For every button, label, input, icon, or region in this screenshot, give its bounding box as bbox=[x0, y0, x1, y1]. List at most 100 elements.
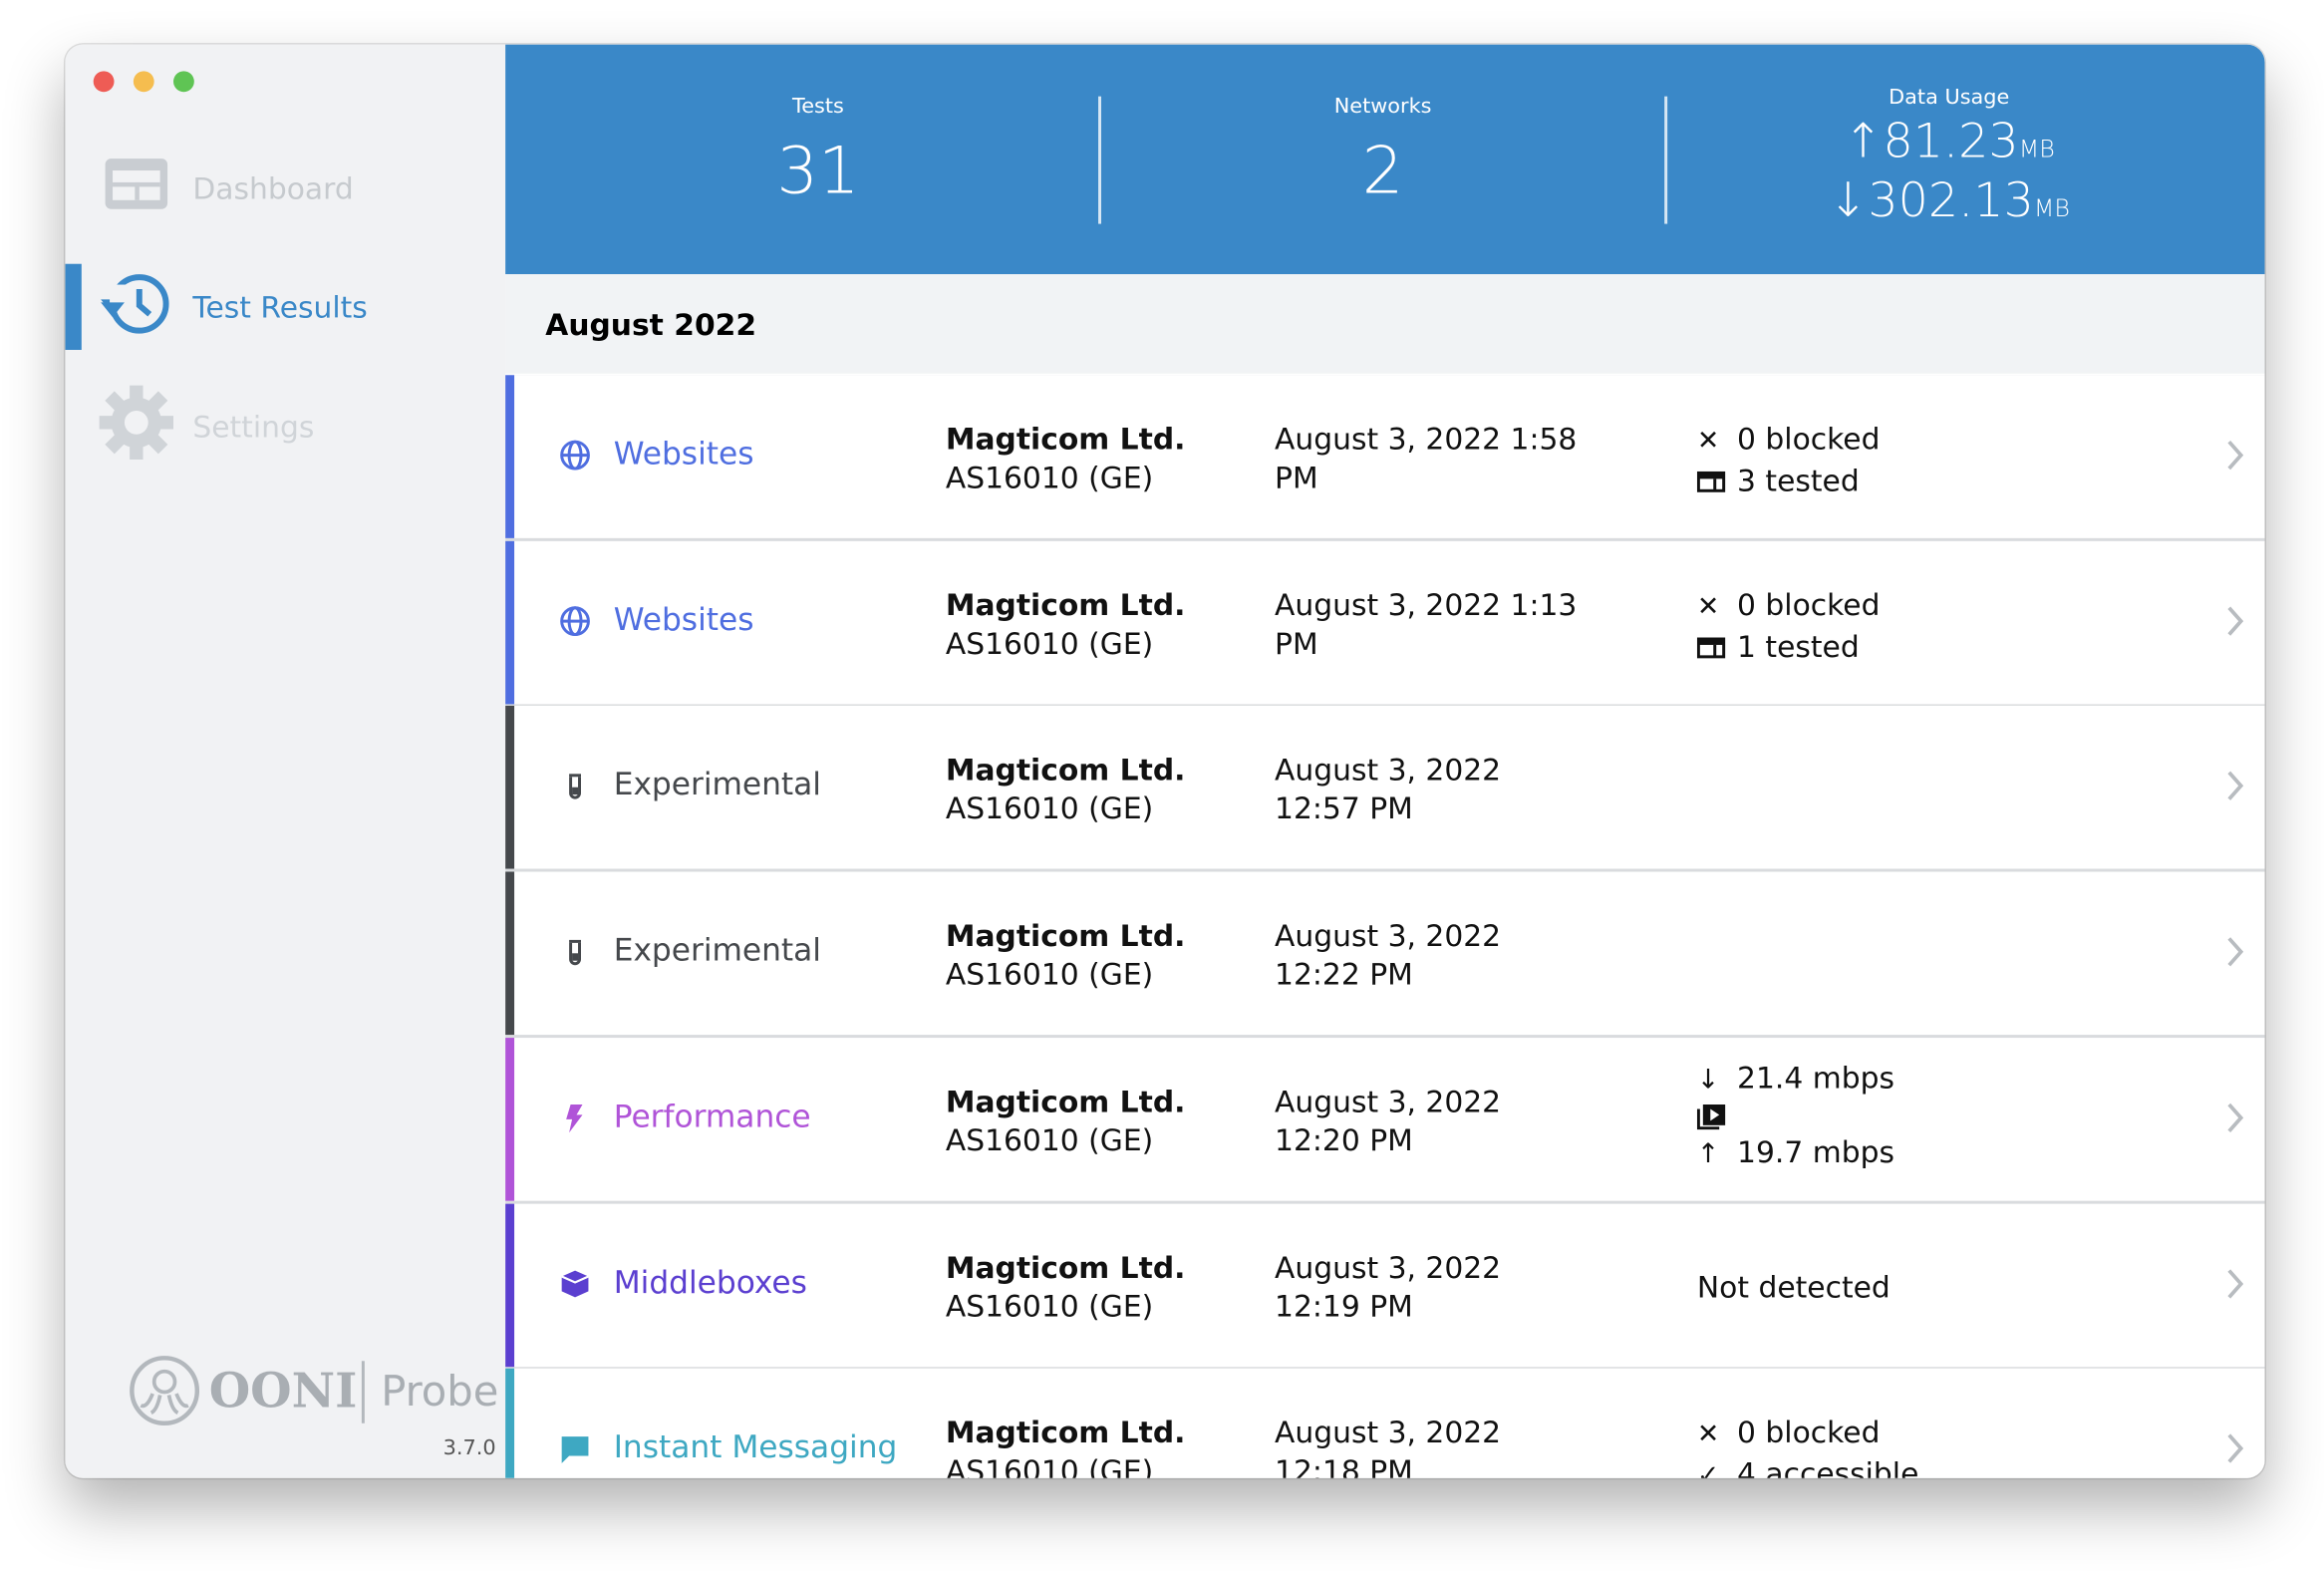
row-accent bbox=[505, 540, 515, 704]
row-accent bbox=[505, 1369, 515, 1478]
summary: ✕ 0 blocked ✓ 4 accessible bbox=[1697, 1414, 1918, 1478]
nav-test-results[interactable]: Test Results bbox=[192, 289, 368, 325]
summary-icon: ↓ bbox=[1696, 1064, 1720, 1096]
test-name: Instant Messaging bbox=[613, 1428, 898, 1465]
test-icon bbox=[569, 774, 581, 800]
network: Magticom Ltd. AS16010 (GE) bbox=[946, 916, 1186, 993]
stat-data-usage: Data Usage ↑81.23MB ↓302.13MB bbox=[1667, 45, 2230, 228]
summary-text: 1 tested bbox=[1737, 628, 1860, 664]
network: Magticom Ltd. AS16010 (GE) bbox=[946, 1248, 1186, 1325]
unit: MB bbox=[2033, 193, 2070, 223]
stat-value: 2 bbox=[1361, 133, 1404, 209]
date: August 3, 2022 12:18 PM bbox=[1275, 1415, 1502, 1478]
asn: AS16010 (GE) bbox=[945, 790, 1154, 826]
date: August 3, 2022 12:22 PM bbox=[1275, 917, 1502, 993]
row-accent bbox=[505, 1037, 515, 1201]
chevron bbox=[2227, 1433, 2244, 1463]
test-name: Experimental bbox=[613, 932, 822, 969]
summary-text: 4 accessible bbox=[1737, 1455, 1919, 1478]
month-label: August 2022 bbox=[545, 306, 757, 343]
summary: Not detected bbox=[1697, 1267, 1890, 1306]
summary-line: ↓ 21.4 mbps bbox=[1697, 1059, 1894, 1101]
close-button[interactable] bbox=[93, 71, 115, 93]
result-row[interactable]: Middleboxes Magticom Ltd. AS16010 (GE) Augu… bbox=[505, 1202, 2265, 1367]
summary-text: 3 tested bbox=[1737, 463, 1860, 498]
network-name: Magticom Ltd. bbox=[945, 1415, 1186, 1450]
asn: AS16010 (GE) bbox=[945, 956, 1154, 993]
download-value: 302.13 bbox=[1868, 171, 2034, 229]
logo-probe: Probe bbox=[381, 1367, 499, 1417]
row-accent bbox=[505, 706, 515, 870]
version: 3.7.0 bbox=[442, 1436, 496, 1460]
result-row[interactable]: Instant Messaging Magticom Ltd. AS16010 (G… bbox=[505, 1369, 2265, 1478]
summary-line: ✕ 0 blocked bbox=[1697, 1414, 1918, 1455]
summary-text: 0 blocked bbox=[1737, 421, 1881, 458]
test-name: Middleboxes bbox=[613, 1263, 807, 1300]
upload-value: 81.23 bbox=[1883, 113, 2019, 169]
chevron bbox=[2227, 772, 2244, 801]
row-accent bbox=[505, 1202, 515, 1367]
nav-dashboard[interactable]: Dashboard bbox=[192, 170, 354, 206]
logo-ooni: OONI bbox=[208, 1362, 358, 1420]
result-row[interactable]: Performance Magticom Ltd. AS16010 (GE) Augu… bbox=[505, 1037, 2265, 1201]
summary-icon: ✕ bbox=[1696, 1419, 1720, 1450]
network-name: Magticom Ltd. bbox=[945, 1248, 1186, 1285]
chevron bbox=[2227, 440, 2244, 471]
download-usage: ↓302.13MB bbox=[1828, 171, 2070, 229]
row-accent bbox=[505, 871, 515, 1036]
results-list: Websites Magticom Ltd. AS16010 (GE) August … bbox=[505, 375, 2265, 1478]
network-name: Magticom Ltd. bbox=[945, 421, 1186, 458]
network-name: Magticom Ltd. bbox=[945, 1083, 1186, 1119]
network: Magticom Ltd. AS16010 (GE) bbox=[946, 585, 1186, 662]
summary-text: 19.7 mbps bbox=[1737, 1133, 1894, 1170]
summary-text: 0 blocked bbox=[1737, 586, 1881, 623]
summary-line: 1 tested bbox=[1696, 627, 1881, 666]
summary-icon: ✕ bbox=[1696, 590, 1720, 623]
month-header: August 2022 bbox=[505, 274, 2265, 374]
date: August 3, 2022 12:57 PM bbox=[1275, 752, 1502, 826]
video-icon bbox=[1696, 1104, 1726, 1129]
asn: AS16010 (GE) bbox=[945, 460, 1154, 495]
tested-icon bbox=[1696, 471, 1726, 492]
summary-line: 3 tested bbox=[1696, 462, 1881, 500]
chevron bbox=[2227, 1268, 2244, 1298]
stat-label: Tests bbox=[792, 95, 844, 119]
network-name: Magticom Ltd. bbox=[945, 586, 1186, 623]
summary-icon: ✓ bbox=[1696, 1460, 1720, 1478]
summary-line: ✕ 0 blocked bbox=[1697, 420, 1881, 462]
result-row[interactable]: Websites Magticom Ltd. AS16010 (GE) August … bbox=[505, 375, 2265, 538]
summary-line: Not detected bbox=[1697, 1267, 1890, 1306]
date: August 3, 2022 1:13 PM bbox=[1275, 586, 1578, 661]
logo-divider bbox=[361, 1361, 365, 1423]
summary-icon: ✕ bbox=[1696, 425, 1720, 458]
sidebar: Dashboard Test Results Settings OONI Pro… bbox=[65, 44, 506, 1478]
nav-settings[interactable]: Settings bbox=[192, 409, 315, 446]
date: August 3, 2022 12:20 PM bbox=[1275, 1083, 1502, 1158]
test-results-icon bbox=[101, 274, 169, 334]
test-name: Performance bbox=[613, 1098, 811, 1134]
asn: AS16010 (GE) bbox=[945, 1287, 1154, 1324]
zoom-button[interactable] bbox=[173, 71, 194, 93]
chevron bbox=[2227, 606, 2244, 636]
network: Magticom Ltd. AS16010 (GE) bbox=[946, 420, 1186, 496]
network: Magticom Ltd. AS16010 (GE) bbox=[946, 1082, 1186, 1158]
test-icon bbox=[560, 605, 590, 636]
asn: AS16010 (GE) bbox=[945, 1452, 1154, 1478]
minimize-button[interactable] bbox=[133, 71, 154, 93]
settings-icon bbox=[99, 385, 174, 461]
stats-header: Tests 31 Networks 2 Data Usage ↑81.23MB ↓3… bbox=[505, 44, 2265, 275]
chevron bbox=[2227, 937, 2244, 967]
divider bbox=[1664, 96, 1668, 224]
summary: ✕ 0 blocked 1 tested bbox=[1696, 585, 1881, 666]
active-indicator bbox=[65, 263, 82, 350]
test-name: Websites bbox=[613, 436, 754, 472]
result-row[interactable]: Experimental Magticom Ltd. AS16010 (GE) Aug… bbox=[505, 871, 2265, 1036]
tested-icon bbox=[1696, 637, 1726, 658]
result-row[interactable]: Experimental Magticom Ltd. AS16010 (GE) Aug… bbox=[505, 706, 2265, 870]
test-icon bbox=[560, 440, 590, 471]
network-name: Magticom Ltd. bbox=[945, 917, 1186, 954]
divider bbox=[1098, 96, 1102, 224]
asn: AS16010 (GE) bbox=[945, 1121, 1154, 1158]
result-row[interactable]: Websites Magticom Ltd. AS16010 (GE) August … bbox=[505, 540, 2265, 704]
